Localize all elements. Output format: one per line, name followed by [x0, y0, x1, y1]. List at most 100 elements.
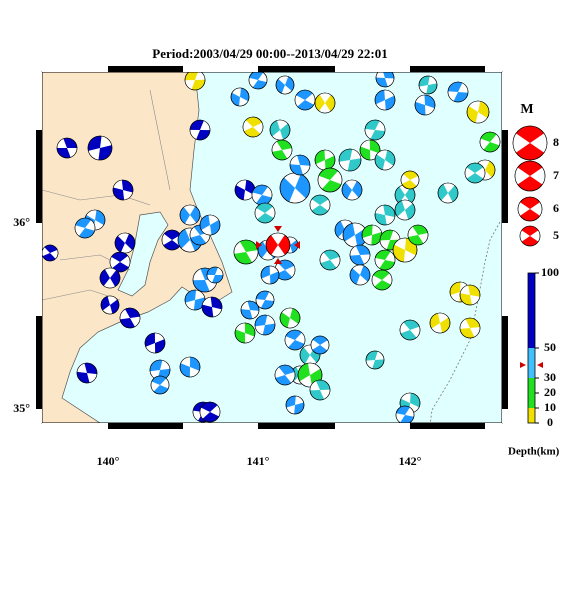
- border-segment: [502, 130, 508, 223]
- beachball-outline: [255, 290, 275, 310]
- beachball-outline: [338, 148, 362, 172]
- beachball-dilatation: [372, 225, 382, 235]
- beachball-outline: [519, 225, 541, 247]
- border-segment: [485, 423, 502, 429]
- depth-tick-label: 10: [544, 400, 556, 414]
- beachball-outline: [56, 137, 78, 159]
- magnitude-title: M: [520, 102, 533, 117]
- depth-tick-label: 20: [544, 385, 556, 399]
- beachball-dilatation: [120, 255, 130, 268]
- beachball-dilatation: [517, 202, 530, 216]
- beachball-dilatation: [350, 149, 361, 160]
- border-segment: [42, 423, 108, 429]
- beachball-dilatation: [307, 362, 321, 375]
- beachball-dilatation: [208, 214, 219, 225]
- beachball-dilatation: [67, 148, 77, 158]
- events: [42, 72, 501, 423]
- beachball-dilatation: [100, 136, 112, 148]
- beachball-dilatation: [261, 275, 271, 284]
- beachball-dilatation: [193, 268, 205, 281]
- beachball-dilatation: [185, 80, 195, 90]
- beachball-dilatation: [195, 290, 205, 300]
- beachball-outline: [459, 284, 481, 306]
- beachball-dilatation: [310, 380, 320, 391]
- beachball-dilatation: [344, 235, 358, 247]
- border-segment: [183, 66, 258, 72]
- beachball-outline: [400, 170, 420, 190]
- beachball-outline: [365, 350, 385, 370]
- beachball-outline: [99, 267, 121, 289]
- beachball-outline: [179, 356, 201, 378]
- beachball-outline: [199, 401, 221, 423]
- beachball-outline: [447, 81, 469, 103]
- beachball-dilatation: [475, 167, 485, 179]
- beachball-outline: [309, 194, 331, 216]
- beachball-outline: [189, 119, 211, 141]
- beachball-dilatation: [278, 75, 289, 85]
- beachball-dilatation: [201, 225, 212, 236]
- beachball-dilatation: [385, 215, 395, 225]
- beachball-dilatation: [428, 76, 437, 85]
- beachball-dilatation: [431, 323, 443, 333]
- beachball-dilatation: [285, 265, 295, 278]
- beachball-dilatation: [401, 200, 413, 210]
- beachball-dilatation: [382, 273, 392, 285]
- beachball-dilatation: [305, 93, 315, 105]
- beachball-dilatation: [269, 266, 279, 275]
- beachball-dilatation: [234, 241, 246, 254]
- beachball-dilatation: [195, 72, 205, 80]
- beachball-dilatation: [85, 220, 96, 231]
- beachball-outline: [248, 72, 268, 90]
- beachball-outline: [206, 266, 224, 284]
- border-segment: [258, 423, 335, 429]
- lon-label: 141°: [247, 454, 270, 468]
- beachball-dilatation: [375, 351, 384, 360]
- beachball-outline: [297, 362, 323, 388]
- beachball-outline: [514, 160, 546, 192]
- beachball-dilatation: [490, 134, 500, 146]
- border-segment: [36, 409, 42, 423]
- border-segment: [502, 316, 508, 409]
- beachball-dilatation: [305, 355, 317, 365]
- beachball-dilatation: [271, 245, 285, 257]
- beachball-dilatation: [299, 375, 313, 387]
- beachball-dilatation: [530, 202, 543, 216]
- beachball-outline: [274, 364, 296, 386]
- beachball-dilatation: [50, 249, 58, 259]
- beachball-dilatation: [207, 275, 215, 283]
- depth-tick-label: 100: [541, 265, 559, 279]
- beachball-dilatation: [93, 220, 104, 231]
- beachball-dilatation: [408, 226, 418, 238]
- border-segment: [36, 130, 42, 223]
- beachball-dilatation: [123, 190, 133, 200]
- border-segment: [108, 423, 183, 429]
- beachball-dilatation: [530, 230, 540, 242]
- beachball-dilatation: [295, 396, 304, 405]
- depth-label: Depth(km): [508, 446, 560, 458]
- beachball-outline: [87, 135, 113, 161]
- title: Period:2003/04/29 00:00--2013/04/29 22:0…: [152, 46, 387, 61]
- beachball-outline: [199, 214, 221, 236]
- beachball-dilatation: [340, 220, 352, 230]
- beachball-dilatation: [441, 193, 453, 203]
- beachball-outline: [364, 119, 386, 141]
- map-border: [36, 66, 508, 429]
- border-segment: [36, 316, 42, 409]
- beachball-outline: [242, 116, 264, 138]
- depth-tick-label: 30: [544, 370, 556, 384]
- beachball-outline: [359, 139, 381, 161]
- beachball-dilatation: [356, 275, 368, 286]
- beachball-outline: [517, 196, 543, 222]
- beachball-dilatation: [345, 180, 357, 190]
- beachball-dilatation: [415, 95, 425, 105]
- boundaries: [42, 89, 171, 301]
- beachball-dilatation: [253, 122, 263, 134]
- beachball-dilatation: [352, 223, 366, 235]
- beachball-dilatation: [199, 407, 210, 419]
- beachball-dilatation: [151, 381, 160, 392]
- beachball-dilatation: [113, 180, 123, 190]
- beachball-outline: [309, 379, 331, 401]
- beachball-dilatation: [366, 360, 375, 369]
- beachball-dilatation: [475, 112, 488, 123]
- beachball-dilatation: [104, 268, 117, 278]
